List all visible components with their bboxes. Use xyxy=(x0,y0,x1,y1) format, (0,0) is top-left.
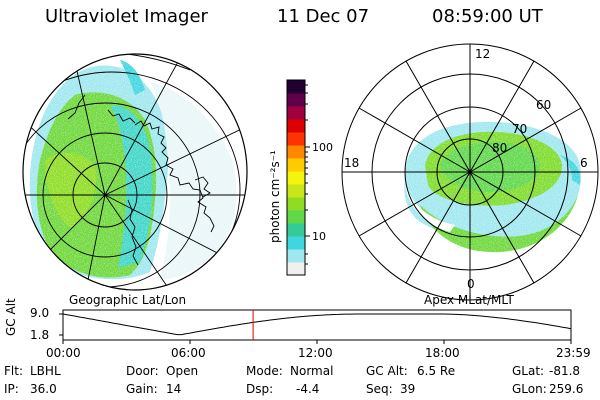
glon-value: 259.6 xyxy=(549,382,584,396)
seq-value: 39 xyxy=(400,382,416,396)
flt-value: LBHL xyxy=(30,364,61,378)
instrument-title: Ultraviolet Imager xyxy=(45,6,208,27)
colorbar-band xyxy=(287,249,305,263)
colorbar-band xyxy=(287,184,305,198)
glat-value: -81.8 xyxy=(549,364,581,378)
time-tick-2359: 23:59 xyxy=(556,346,591,360)
date-label: 11 Dec 07 xyxy=(277,6,370,27)
time-label: 08:59:00 UT xyxy=(432,6,543,27)
mlt-label-0: 0 xyxy=(467,277,475,291)
seq-label: Seq: xyxy=(366,382,393,396)
mlat-label-70: 70 xyxy=(512,122,527,136)
gain-value: 14 xyxy=(166,382,182,396)
gc-alt-value: 6.5 Re xyxy=(417,364,456,378)
colorbar-unit-label: photon cm⁻²s⁻¹ xyxy=(268,150,282,243)
colorbar: 100 10 photon cm⁻²s⁻¹ xyxy=(268,79,333,276)
polar-grid xyxy=(341,43,599,301)
colorbar-band xyxy=(287,197,305,211)
dsp-value: -4.4 xyxy=(296,382,320,396)
colorbar-band xyxy=(287,145,305,159)
mlat-label-60: 60 xyxy=(536,98,551,112)
coastlines xyxy=(67,94,215,266)
colorbar-band xyxy=(287,158,305,172)
time-tick-1800: 18:00 xyxy=(425,346,460,360)
colorbar-band xyxy=(287,132,305,146)
altitude-plot xyxy=(59,309,572,344)
left-map-caption: Geographic Lat/Lon xyxy=(69,293,187,307)
colorbar-band xyxy=(287,93,305,107)
dsp-label: Dsp: xyxy=(246,382,274,396)
colorbar-band xyxy=(287,119,305,133)
mlt-label-18: 18 xyxy=(344,156,359,170)
door-value: Open xyxy=(166,364,199,378)
colorbar-tick-10: 10 xyxy=(312,230,326,243)
ip-label: IP: xyxy=(4,382,19,396)
colorbar-band xyxy=(287,171,305,185)
geographic-map xyxy=(23,54,247,290)
gc-alt-label: GC Alt: xyxy=(366,364,408,378)
door-label: Door: xyxy=(126,364,159,378)
colorbar-band xyxy=(287,223,305,237)
mlt-label-6: 6 xyxy=(580,156,588,170)
mode-value: Normal xyxy=(290,364,334,378)
colorbar-band xyxy=(287,210,305,224)
altitude-ytick-9: 9.0 xyxy=(30,306,50,320)
colorbar-band xyxy=(287,106,305,120)
time-tick-0600: 06:00 xyxy=(171,346,206,360)
colorbar-gradient xyxy=(287,80,305,276)
colorbar-tick-100: 100 xyxy=(312,141,333,154)
mode-label: Mode: xyxy=(246,364,283,378)
ip-value: 36.0 xyxy=(30,382,57,396)
mlt-label-12: 12 xyxy=(475,47,490,61)
colorbar-band xyxy=(287,262,305,276)
magnetic-map: 12 18 6 0 60 70 80 xyxy=(341,43,599,301)
left-aurora-image xyxy=(23,54,247,290)
time-tick-0000: 00:00 xyxy=(46,346,81,360)
gain-label: Gain: xyxy=(126,382,158,396)
glon-label: GLon: xyxy=(512,382,547,396)
altitude-curve xyxy=(62,313,572,336)
altitude-ytick-1-8: 1.8 xyxy=(30,328,50,342)
time-tick-1200: 12:00 xyxy=(298,346,333,360)
mlat-label-80: 80 xyxy=(492,141,507,155)
glat-label: GLat: xyxy=(512,364,545,378)
flt-label: Flt: xyxy=(4,364,23,378)
colorbar-band xyxy=(287,80,305,94)
right-map-caption: Apex MLat/MLT xyxy=(424,293,514,307)
colorbar-band xyxy=(287,236,305,250)
left-map-border xyxy=(22,53,248,291)
altitude-axis-label: GC Alt xyxy=(4,298,18,336)
